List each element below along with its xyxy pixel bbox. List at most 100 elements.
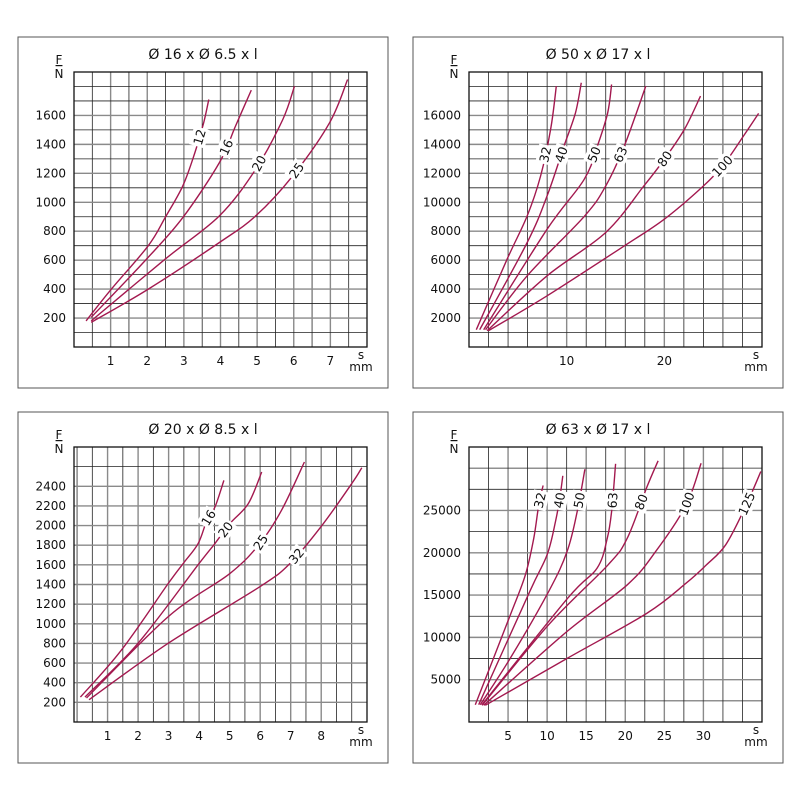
x-tick-label: 20 [657, 354, 672, 368]
curve-label-background [247, 151, 271, 176]
x-tick-label: 5 [504, 729, 512, 743]
chart-title: Ø 16 x Ø 6.5 x l [148, 47, 257, 63]
x-tick-label: 8 [317, 729, 325, 743]
curve-label-background [603, 490, 622, 511]
x-axis-unit: mm [349, 735, 372, 749]
y-tick-label: 1000 [35, 617, 66, 631]
x-axis-unit: mm [349, 360, 372, 374]
curve-25 [90, 79, 349, 324]
y-tick-label: 4000 [430, 282, 461, 296]
curves [85, 79, 349, 324]
curve-label: 16 [215, 135, 238, 160]
curve-label-background [609, 142, 632, 167]
panel-border [17, 36, 389, 389]
x-tick-label: 3 [165, 729, 173, 743]
curve-label: 40 [550, 142, 572, 167]
x-tick-label: 2 [134, 729, 142, 743]
curve-label-background [652, 146, 677, 172]
curve-label: 80 [652, 146, 677, 172]
curves [79, 461, 363, 701]
curve-20 [84, 471, 263, 698]
curve-80 [486, 95, 702, 332]
curve-label-background [535, 143, 556, 166]
chart-title: Ø 20 x Ø 8.5 x l [148, 422, 257, 438]
y-tick-label: 1000 [35, 195, 66, 209]
curve-label: 16 [196, 505, 221, 530]
curve-label: 20 [213, 517, 238, 542]
y-axis-unit: N [450, 67, 459, 81]
y-tick-label: 1400 [35, 578, 66, 592]
curve-label-text: 40 [551, 491, 569, 509]
curve-label: 50 [583, 142, 606, 167]
y-axis-label: F [56, 53, 63, 67]
curve-label: 32 [535, 143, 556, 166]
panel-border [17, 411, 389, 764]
curve-label: 20 [247, 151, 271, 176]
curve-label-text: 25 [250, 532, 271, 554]
y-axis-label: F [451, 428, 458, 442]
curve-label: 32 [284, 543, 309, 569]
curve-label: 12 [189, 125, 210, 149]
x-tick-label: 7 [287, 729, 295, 743]
y-axis-unit: N [450, 442, 459, 456]
x-tick-label: 20 [618, 729, 633, 743]
curve-label-background [529, 489, 550, 512]
x-axis-label: s [358, 348, 364, 362]
curve-label-text: 32 [531, 491, 549, 510]
y-tick-label: 200 [43, 311, 66, 325]
y-tick-label: 10000 [423, 630, 461, 644]
y-tick-label: 8000 [430, 224, 461, 238]
y-tick-label: 1200 [35, 166, 66, 180]
x-tick-label: 1 [104, 729, 112, 743]
y-tick-label: 2400 [35, 479, 66, 493]
curve-label-text: 63 [610, 144, 630, 165]
y-tick-label: 5000 [430, 673, 461, 687]
curve-label-background [569, 489, 589, 512]
y-tick-label: 400 [43, 282, 66, 296]
y-tick-label: 2200 [35, 499, 66, 513]
curve-80 [481, 460, 659, 706]
y-tick-label: 600 [43, 253, 66, 267]
x-tick-label: 3 [180, 354, 188, 368]
y-tick-label: 6000 [430, 253, 461, 267]
curve-label: 63 [609, 142, 632, 167]
curves [475, 82, 760, 332]
curve-100 [488, 113, 760, 332]
y-axis-unit: N [55, 442, 64, 456]
x-tick-label: 4 [195, 729, 203, 743]
y-tick-label: 15000 [423, 588, 461, 602]
curve-label-text: 40 [552, 145, 571, 165]
curve-label: 63 [603, 490, 622, 511]
curve-label-text: 63 [604, 492, 620, 509]
curve-label-background [284, 543, 309, 569]
curve-label-background [248, 529, 273, 555]
x-tick-label: 6 [256, 729, 264, 743]
plot-frame [468, 71, 763, 348]
curve-label-background [550, 142, 572, 167]
y-tick-label: 20000 [423, 546, 461, 560]
curve-label-text: 16 [216, 137, 236, 158]
y-tick-label: 1800 [35, 538, 66, 552]
y-tick-label: 1400 [35, 137, 66, 151]
x-tick-label: 1 [107, 354, 115, 368]
plot-frame [73, 446, 368, 723]
curve-label-text: 80 [654, 148, 675, 170]
curve-label: 100 [674, 488, 699, 519]
curve-50 [483, 84, 613, 331]
plot-frame [73, 71, 368, 348]
curve-16 [90, 89, 252, 318]
curve-32 [88, 467, 363, 701]
y-tick-label: 25000 [423, 503, 461, 517]
y-axis-unit: N [55, 67, 64, 81]
curve-40 [479, 82, 582, 331]
x-tick-label: 10 [559, 354, 574, 368]
x-axis-unit: mm [744, 735, 767, 749]
curve-label-background [583, 142, 606, 167]
y-tick-label: 600 [43, 656, 66, 670]
chart-title: Ø 50 x Ø 17 x l [546, 47, 651, 63]
panel-border [412, 411, 784, 764]
x-tick-label: 6 [290, 354, 298, 368]
